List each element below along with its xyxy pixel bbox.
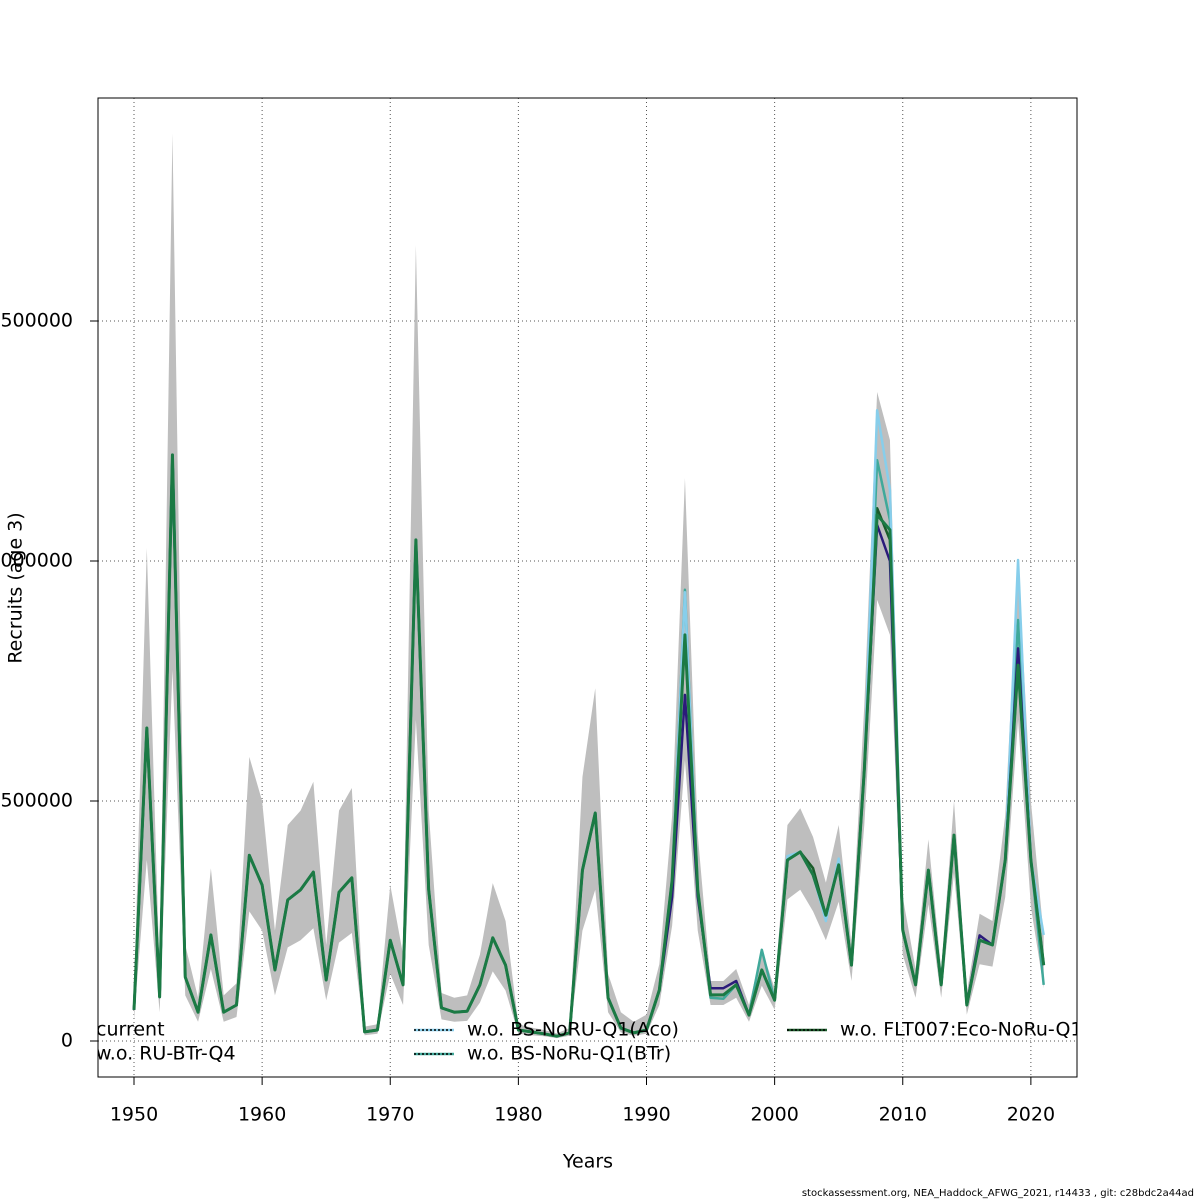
x-tick-label: 1980 xyxy=(494,1104,542,1126)
x-tick-label: 1950 xyxy=(110,1104,158,1126)
x-axis-label: Years xyxy=(562,1151,613,1173)
y-axis-label: Recruits (age 3) xyxy=(5,512,27,663)
confidence-band xyxy=(134,133,1044,1039)
legend-label: w.o. BS-NoRU-Q1(Aco) xyxy=(467,1019,679,1041)
legend-label: w.o. RU-BTr-Q4 xyxy=(96,1043,236,1065)
y-tick-label: 1500000 xyxy=(0,309,73,331)
legend-label: w.o. FLT007:Eco-NoRu-Q1 xyxy=(840,1019,1082,1041)
x-tick-label: 2020 xyxy=(1007,1104,1055,1126)
y-tick-label: 0 xyxy=(61,1030,73,1052)
x-tick-label: 2010 xyxy=(879,1104,927,1126)
x-tick-label: 2000 xyxy=(750,1104,798,1126)
y-tick-label: 1000000 xyxy=(0,549,73,571)
legend-label: w.o. BS-NoRu-Q1(BTr) xyxy=(467,1043,671,1065)
x-tick-label: 1960 xyxy=(238,1104,286,1126)
plot-area xyxy=(98,98,1077,1077)
x-tick-label: 1970 xyxy=(366,1104,414,1126)
plot-frame xyxy=(97,97,1078,1078)
legend-label: current xyxy=(96,1019,165,1041)
x-tick-label: 1990 xyxy=(622,1104,670,1126)
footer: stockassessment.org, NEA_Haddock_AFWG_20… xyxy=(802,1188,1194,1199)
series-line xyxy=(132,453,1046,1038)
y-tick-label: 500000 xyxy=(0,789,73,811)
